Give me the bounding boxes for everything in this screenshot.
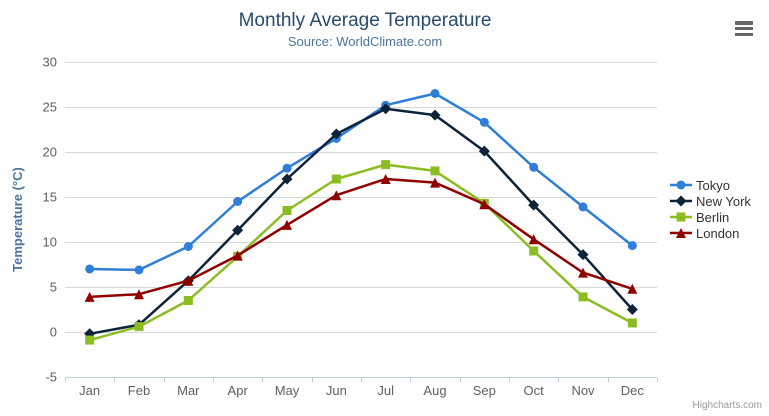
x-tick-label: Jun — [326, 383, 347, 398]
data-point-marker-triangle[interactable] — [84, 291, 95, 302]
y-tick-label: 10 — [43, 235, 57, 250]
data-point-marker-square[interactable] — [578, 292, 588, 302]
series-tokyo — [85, 89, 637, 275]
legend-label: London — [696, 225, 740, 241]
chart-subtitle: Source: WorldClimate.com — [287, 34, 443, 49]
hamburger-menu-icon — [735, 26, 753, 31]
data-point-marker-diamond[interactable] — [577, 249, 589, 261]
data-point-marker-triangle[interactable] — [528, 234, 539, 245]
x-tick-label: Dec — [621, 383, 645, 398]
x-tick-label: May — [275, 383, 300, 398]
data-point-marker-circle[interactable] — [430, 89, 440, 98]
y-tick-label: 25 — [43, 100, 57, 115]
data-point-marker-square — [676, 212, 686, 222]
series-new-york — [84, 103, 638, 340]
data-point-marker-circle[interactable] — [479, 117, 489, 127]
data-point-marker-square[interactable] — [331, 174, 341, 184]
x-tick-label: Nov — [571, 383, 595, 398]
data-point-marker-square[interactable] — [183, 296, 193, 305]
legend-item-london[interactable]: London — [670, 225, 751, 241]
x-tick-label: Jan — [79, 383, 100, 398]
data-point-marker-square[interactable] — [430, 166, 440, 176]
y-axis-title: Temperature (°C) — [10, 167, 25, 272]
data-point-marker-circle[interactable] — [233, 197, 243, 206]
data-point-marker-diamond[interactable] — [281, 173, 293, 185]
data-point-marker-triangle[interactable] — [183, 275, 194, 286]
chart-title: Monthly Average Temperature — [238, 10, 492, 31]
data-point-marker-square[interactable] — [529, 246, 539, 256]
legend-label: Berlin — [696, 209, 730, 225]
legend-marker-diamond-icon — [670, 195, 692, 207]
data-point-marker-diamond[interactable] — [232, 224, 244, 236]
legend-label: New York — [696, 193, 751, 209]
y-axis-labels: -5 0 5 10 15 20 25 30 — [43, 55, 57, 385]
data-point-marker-diamond[interactable] — [626, 304, 638, 315]
x-axis: Jan Feb Mar Apr May Jun Jul Aug Sep Oct Nov Dec — [65, 377, 658, 398]
legend-marker-circle-icon — [670, 180, 692, 190]
data-point-marker-diamond[interactable] — [478, 145, 490, 157]
legend: Tokyo New York Berlin London — [670, 177, 751, 241]
series-line[interactable] — [88, 107, 634, 336]
x-tick-label: Aug — [423, 383, 446, 398]
data-point-marker-circle[interactable] — [627, 241, 637, 251]
data-point-marker-triangle[interactable] — [232, 250, 243, 261]
data-point-marker-triangle — [676, 228, 686, 238]
y-tick-label: 15 — [43, 190, 57, 205]
y-tick-label: -5 — [45, 370, 57, 385]
data-point-marker-circle[interactable] — [578, 202, 588, 212]
y-tick-label: 30 — [43, 55, 57, 70]
data-point-marker-square[interactable] — [381, 160, 391, 170]
legend-marker-triangle-icon — [670, 228, 692, 238]
export-menu-button[interactable] — [735, 21, 753, 36]
series-london — [84, 174, 638, 302]
legend-item-new-york[interactable]: New York — [670, 193, 751, 209]
data-point-marker-triangle[interactable] — [430, 177, 440, 188]
highcharts-credit[interactable]: Highcharts.com — [692, 400, 762, 411]
data-point-marker-triangle[interactable] — [282, 219, 292, 230]
data-point-marker-circle[interactable] — [529, 162, 539, 172]
data-point-marker-diamond[interactable] — [429, 109, 441, 121]
data-point-marker-square[interactable] — [627, 318, 637, 328]
data-point-marker-triangle[interactable] — [479, 199, 490, 210]
series-line[interactable] — [88, 92, 634, 272]
data-point-marker-diamond[interactable] — [380, 103, 392, 115]
x-tick-label: Oct — [524, 383, 545, 398]
series-line[interactable] — [88, 177, 634, 299]
hamburger-menu-icon — [735, 21, 753, 25]
y-tick-label: 5 — [50, 280, 57, 295]
data-point-marker-circle[interactable] — [134, 265, 144, 275]
data-point-marker-diamond[interactable] — [528, 199, 540, 211]
legend-label: Tokyo — [696, 177, 730, 193]
x-tick-label: Apr — [228, 383, 249, 398]
data-point-marker-diamond[interactable] — [330, 128, 342, 140]
data-point-marker-diamond — [675, 195, 687, 207]
data-point-marker-square[interactable] — [282, 206, 292, 215]
data-point-marker-triangle[interactable] — [380, 174, 391, 184]
data-point-marker-triangle[interactable] — [331, 190, 342, 201]
data-point-marker-triangle[interactable] — [134, 289, 144, 300]
gridlines — [65, 62, 657, 378]
legend-item-berlin[interactable]: Berlin — [670, 209, 751, 225]
x-tick-label: Sep — [473, 383, 496, 398]
data-point-marker-triangle[interactable] — [627, 283, 638, 294]
y-tick-label: 0 — [50, 325, 57, 340]
x-tick-label: Jul — [377, 383, 394, 398]
data-point-marker-square[interactable] — [134, 322, 144, 332]
series-line[interactable] — [88, 163, 634, 342]
data-point-marker-circle — [676, 180, 686, 190]
data-point-marker-circle[interactable] — [282, 163, 292, 173]
data-point-marker-circle[interactable] — [85, 264, 95, 274]
x-tick-label: Feb — [128, 383, 150, 398]
data-point-marker-triangle[interactable] — [578, 267, 588, 278]
x-tick-label: Mar — [177, 383, 200, 398]
legend-item-tokyo[interactable]: Tokyo — [670, 177, 751, 193]
data-point-marker-circle[interactable] — [183, 242, 193, 251]
legend-marker-square-icon — [670, 212, 692, 222]
data-point-marker-square[interactable] — [85, 335, 95, 345]
y-tick-label: 20 — [43, 145, 57, 160]
hamburger-menu-icon — [735, 32, 753, 36]
